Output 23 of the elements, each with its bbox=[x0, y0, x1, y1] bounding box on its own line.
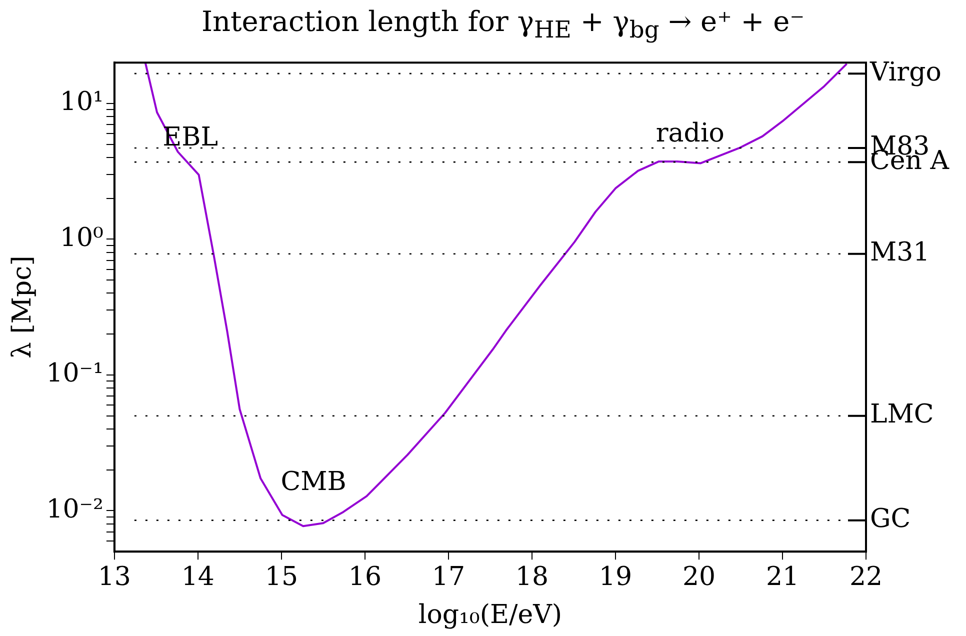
y-tick-label: 10¹ bbox=[60, 87, 104, 118]
x-tick-label: 16 bbox=[348, 562, 382, 592]
ref-line-label: GC bbox=[870, 504, 911, 534]
x-tick-label: 17 bbox=[432, 562, 466, 592]
ref-line-label: LMC bbox=[870, 400, 934, 430]
x-axis-title: log₁₀(E/eV) bbox=[418, 600, 562, 630]
x-tick-label: 22 bbox=[849, 562, 883, 592]
ref-line-label: Virgo bbox=[869, 57, 942, 88]
x-tick-label: 19 bbox=[598, 562, 632, 592]
annotation: CMB bbox=[280, 466, 346, 497]
x-tick-label: 14 bbox=[181, 562, 214, 592]
y-tick-label: 10⁻¹ bbox=[46, 358, 104, 389]
x-tick-label: 13 bbox=[98, 562, 131, 592]
y-axis-title: λ [Mpc] bbox=[7, 256, 38, 359]
x-tick-label: 20 bbox=[682, 562, 716, 592]
y-tick-label: 10⁰ bbox=[60, 222, 104, 253]
x-tick-label: 15 bbox=[264, 562, 298, 592]
annotation: radio bbox=[656, 118, 724, 149]
y-tick-label: 10⁻² bbox=[46, 494, 104, 524]
chart-title: Interaction length for γ$_{HE}$ + γ$_{bg}$ → e⁺ + e⁻ bbox=[200, 4, 806, 44]
x-tick-label: 18 bbox=[515, 562, 549, 592]
ref-line-label: M31 bbox=[870, 238, 930, 268]
x-tick-label: 21 bbox=[766, 562, 800, 592]
